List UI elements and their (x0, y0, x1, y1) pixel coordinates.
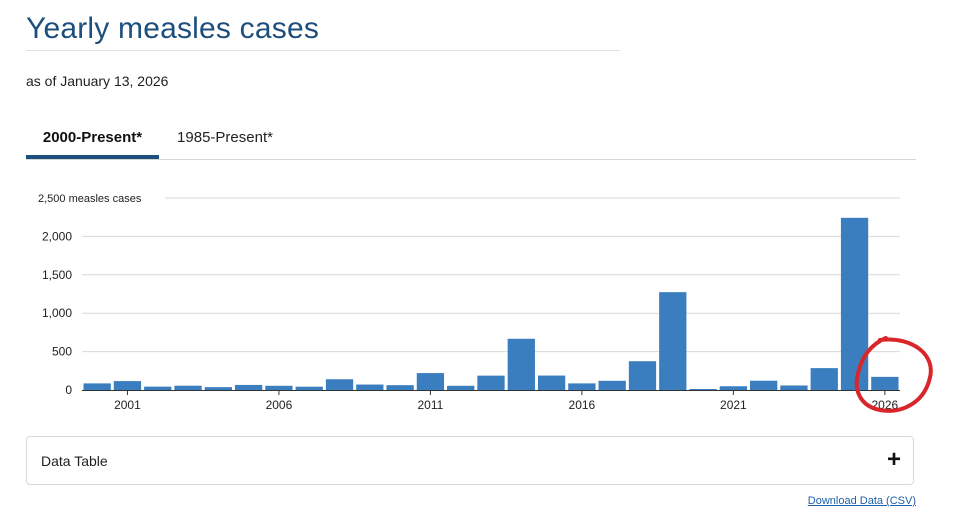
measles-bar-chart: 0 500 1,000 1,500 2,000 2,500 measles cases 20… (38, 193, 933, 413)
bar (325, 379, 354, 390)
bar (144, 386, 172, 390)
x-tick-label: 2016 (569, 398, 596, 412)
y-tick-label: 500 (52, 345, 72, 359)
x-tick-label: 2021 (720, 398, 747, 412)
bar (810, 368, 838, 390)
bar (840, 217, 869, 390)
bar (871, 376, 899, 390)
bar (83, 383, 111, 390)
x-tick-label: 2001 (114, 398, 141, 412)
y-tick-label: 2,000 (42, 229, 72, 243)
bar (719, 386, 748, 390)
bar (750, 380, 778, 390)
data-table-label: Data Table (41, 453, 108, 469)
bar (598, 380, 626, 390)
bar (689, 389, 717, 390)
bar (234, 384, 263, 390)
x-tick-label: 2006 (266, 398, 293, 412)
y-tick-label: 1,500 (42, 268, 72, 282)
y-tick-label: 0 (65, 383, 72, 397)
bar (356, 384, 384, 390)
tab-bar: 2000-Present* 1985-Present* (26, 120, 916, 160)
bar (386, 385, 414, 390)
data-table-accordion[interactable]: Data Table + (26, 436, 914, 485)
bar (447, 385, 475, 390)
bar (780, 385, 808, 390)
expand-plus-icon[interactable]: + (886, 446, 901, 473)
title-divider (26, 50, 620, 51)
bar (537, 375, 566, 390)
tab-1985-present[interactable]: 1985-Present* (177, 129, 273, 146)
tab-2000-present[interactable]: 2000-Present* (26, 120, 159, 159)
bar (416, 373, 445, 390)
bar (507, 338, 535, 390)
bar (265, 385, 293, 390)
bar (295, 386, 323, 390)
as-of-date: as of January 13, 2026 (26, 73, 169, 89)
y-tick-label: 1,000 (42, 306, 72, 320)
bar (628, 361, 657, 390)
bar (477, 375, 505, 390)
bar (174, 385, 202, 390)
bar (659, 292, 687, 390)
y-tick-label: 2,500 measles cases (38, 193, 142, 205)
bar (113, 381, 142, 390)
page-title: Yearly measles cases (26, 12, 320, 45)
download-csv-link[interactable]: Download Data (CSV) (807, 495, 916, 507)
bar (568, 383, 596, 390)
annotation-circle (854, 336, 933, 413)
bar (204, 387, 232, 390)
x-tick-label: 2011 (418, 398, 444, 412)
